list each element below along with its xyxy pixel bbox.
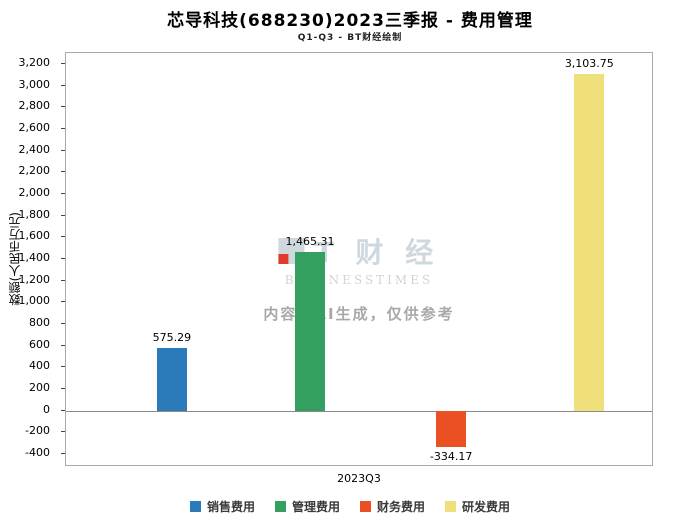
plot-area: T 财 经 BUSINESSTIMES 内容由AI生成，仅供参考 575.29 1… xyxy=(65,52,653,466)
y-tick-mark xyxy=(61,127,65,129)
legend-item-研发费用[interactable]: 研发费用 xyxy=(445,498,510,515)
watermark-businesstimes: BUSINESSTIMES xyxy=(284,273,434,287)
y-tick-label: 2,600 xyxy=(18,120,51,134)
y-tick-mark xyxy=(61,149,65,151)
zero-baseline xyxy=(66,410,652,412)
y-tick-label: -200 xyxy=(25,424,50,438)
legend-label: 研发费用 xyxy=(462,500,511,514)
legend-label: 管理费用 xyxy=(291,500,340,514)
y-tick-mark xyxy=(61,431,65,433)
y-tick-mark xyxy=(61,279,65,281)
y-tick-label: 2,800 xyxy=(18,99,51,113)
y-tick-label: 1,200 xyxy=(18,272,51,286)
legend-item-销售费用[interactable]: 销售费用 xyxy=(189,498,255,515)
y-tick-label: 1,800 xyxy=(18,207,51,221)
chart-title: 芯导科技(688230)2023三季报 - 费用管理 xyxy=(167,11,533,31)
y-tick-mark xyxy=(61,62,65,64)
y-tick-label: 2,200 xyxy=(18,164,51,178)
bar-value-label: -334.17 xyxy=(429,449,473,463)
y-tick-mark xyxy=(61,236,65,238)
y-tick-label: -400 xyxy=(25,445,50,459)
y-tick-label: 3,000 xyxy=(18,77,51,91)
x-axis-label: 2023Q3 xyxy=(337,472,381,485)
bar-研发费用[interactable] xyxy=(574,74,605,411)
y-tick-label: 3,200 xyxy=(18,55,51,69)
y-tick-label: 600 xyxy=(29,337,50,351)
legend-swatch xyxy=(360,501,371,512)
y-tick-mark xyxy=(61,344,65,346)
legend-item-财务费用[interactable]: 财务费用 xyxy=(360,498,425,515)
y-tick-mark xyxy=(61,409,65,411)
y-tick-mark xyxy=(61,257,65,259)
bar-value-label: 575.29 xyxy=(152,331,192,345)
y-tick-label: 400 xyxy=(29,359,50,373)
y-axis-ticks: 3,200 3,000 2,800 2,600 2,400 2,200 2,000 1,800… xyxy=(0,52,65,466)
y-tick-mark xyxy=(61,84,65,86)
bar-value-label: 1,465.31 xyxy=(285,234,335,248)
y-tick-mark xyxy=(61,171,65,173)
bar-value-label: 3,103.75 xyxy=(564,57,614,71)
y-tick-label: 800 xyxy=(29,315,50,329)
bar-财务费用[interactable] xyxy=(436,410,467,447)
legend-swatch xyxy=(445,501,457,512)
y-tick-mark xyxy=(61,301,65,303)
y-tick-label: 200 xyxy=(29,380,50,394)
legend-label: 财务费用 xyxy=(377,500,426,514)
bt-logo-red-block xyxy=(278,254,289,264)
y-tick-label: 1,000 xyxy=(18,294,51,308)
y-tick-mark xyxy=(61,387,65,389)
bar-管理费用[interactable] xyxy=(295,251,326,411)
y-tick-mark xyxy=(61,366,65,368)
y-tick-mark xyxy=(61,192,65,194)
legend-swatch xyxy=(274,501,286,512)
y-tick-mark xyxy=(61,452,65,454)
legend-label: 销售费用 xyxy=(206,500,255,514)
watermark-ai-note: 内容由AI生成，仅供参考 xyxy=(263,305,455,323)
y-tick-mark xyxy=(61,214,65,216)
bar-chart: 数额(人民币万元) 3,200 3,000 2,800 2,600 2,400 2,200… xyxy=(0,46,700,490)
y-tick-label: 1,400 xyxy=(18,250,51,264)
y-tick-mark xyxy=(61,106,65,108)
y-tick-label: 2,000 xyxy=(18,185,51,199)
bar-销售费用[interactable] xyxy=(156,348,187,411)
chart-subtitle: Q1-Q3 - BT财经绘制 xyxy=(297,33,403,43)
legend: 销售费用 管理费用 财务费用 研发费用 xyxy=(0,498,700,515)
legend-swatch xyxy=(189,501,201,512)
y-tick-label: 1,600 xyxy=(18,229,51,243)
y-tick-mark xyxy=(61,322,65,324)
y-tick-label: 0 xyxy=(43,402,50,416)
y-tick-label: 2,400 xyxy=(18,142,51,156)
legend-item-管理费用[interactable]: 管理费用 xyxy=(274,498,340,515)
